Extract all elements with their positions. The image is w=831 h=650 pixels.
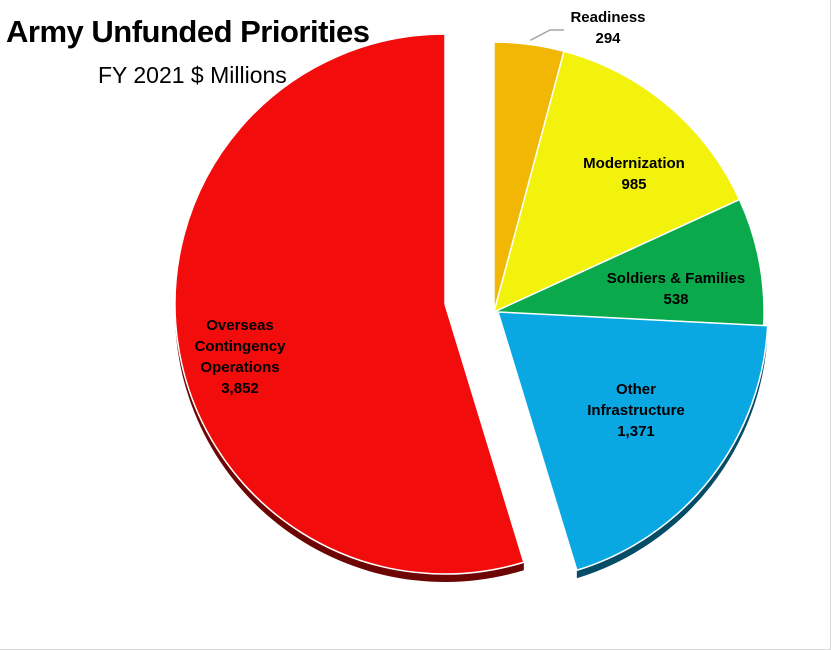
pie-slice-3 [497,311,769,571]
pie-slice-4 [174,33,525,575]
slice-name-2: Soldiers & Families [607,270,745,287]
slice-name-4: Contingency [195,338,286,355]
slice-value-0: 294 [595,30,621,47]
slice-name-3: Infrastructure [587,402,685,419]
pie-slice-1 [493,50,741,313]
slice-label-1: Modernization 985 [583,155,685,193]
slice-name-4: Overseas [206,317,274,334]
readiness-leader-line [529,29,564,41]
slice-value-2: 538 [663,291,688,308]
pie-slice-2 [493,198,765,327]
slice-name-0: Readiness [570,9,645,26]
chart-subtitle: FY 2021 $ Millions [98,62,287,88]
slice-value-1: 985 [621,176,646,193]
slice-value-4: 3,852 [221,380,259,397]
slice-value-3: 1,371 [617,423,655,440]
slice-label-3: Other Infrastructure 1,371 [587,381,685,440]
slice-label-2: Soldiers & Families 538 [607,270,745,308]
chart-title: Army Unfunded Priorities [6,14,370,49]
slice-name-3: Other [616,381,656,398]
slice-name-4: Operations [200,359,279,376]
slice-label-4: Overseas Contingency Operations 3,852 [195,317,286,397]
slice-name-1: Modernization [583,155,685,172]
slice-label-0: Readiness 294 [570,9,645,47]
